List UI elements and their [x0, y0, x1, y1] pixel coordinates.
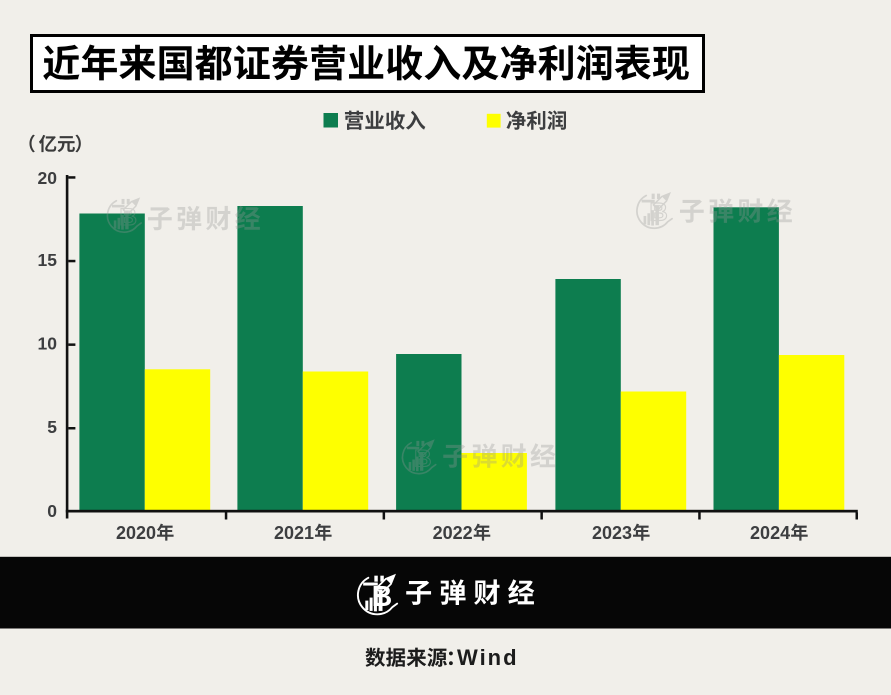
svg-text:15: 15 — [38, 250, 58, 270]
svg-text:20: 20 — [38, 168, 58, 188]
svg-text:2024: 2024 — [750, 523, 790, 543]
svg-text:2020: 2020 — [116, 523, 156, 543]
svg-text:2022: 2022 — [433, 523, 473, 543]
svg-text:2021: 2021 — [274, 523, 314, 543]
svg-text:0: 0 — [47, 501, 57, 521]
svg-text:Wind: Wind — [457, 645, 519, 670]
svg-text:10: 10 — [38, 334, 58, 354]
svg-text:5: 5 — [47, 417, 57, 437]
svg-text:2023: 2023 — [592, 523, 632, 543]
